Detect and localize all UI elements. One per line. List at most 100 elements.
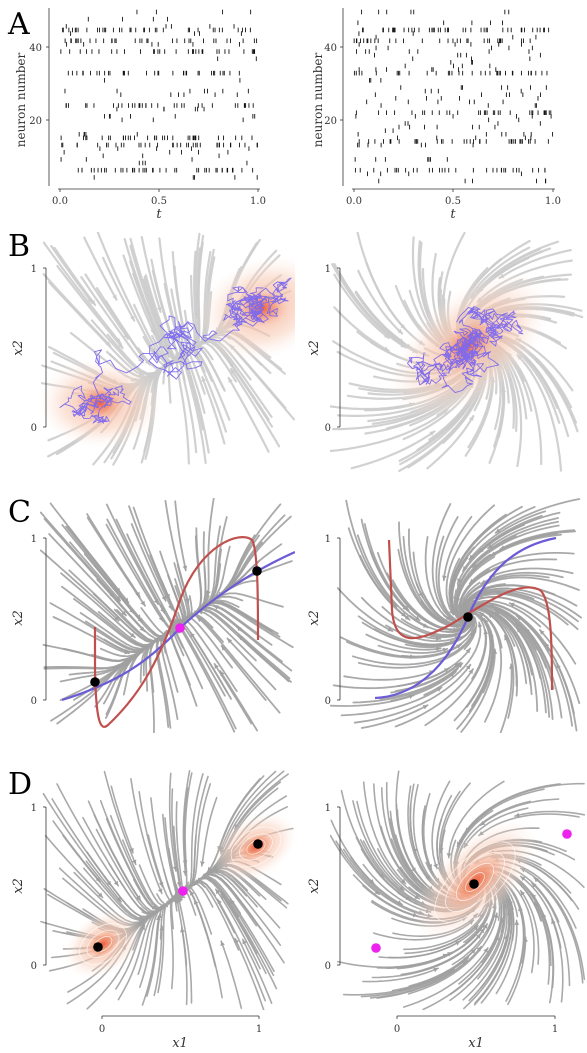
streamline bbox=[185, 873, 258, 927]
streamline-arrow bbox=[404, 615, 410, 620]
streamline-arrow bbox=[115, 338, 121, 343]
streamline bbox=[182, 359, 207, 465]
streamline bbox=[458, 565, 502, 622]
d-left-ytick-0: 0 bbox=[31, 961, 37, 972]
streamline-arrow bbox=[469, 554, 475, 560]
saddle-point-d-right-high bbox=[562, 829, 572, 839]
b-right-ylabel: x2 bbox=[307, 340, 322, 356]
c-right-ylabel: x2 bbox=[307, 610, 322, 626]
streamline bbox=[480, 571, 564, 585]
streamline bbox=[173, 265, 189, 358]
streamline-arrow bbox=[201, 377, 207, 382]
streamline bbox=[69, 541, 122, 602]
streamline bbox=[56, 641, 155, 725]
streamline-arrow bbox=[479, 612, 485, 618]
streamlines-c-right bbox=[330, 498, 582, 733]
streamline-arrow bbox=[150, 328, 155, 334]
raster-right-xtick-0: 0.0 bbox=[346, 196, 362, 207]
streamline bbox=[197, 610, 257, 662]
d-right-xlabel: x1 bbox=[468, 1036, 484, 1051]
streamline bbox=[226, 637, 277, 691]
raster-left-ylabel: neuron number bbox=[14, 53, 28, 148]
d-right-xtick-1: 1 bbox=[552, 1024, 558, 1035]
streamline-arrow bbox=[140, 600, 145, 606]
streamline bbox=[431, 503, 455, 622]
streamline bbox=[194, 232, 201, 319]
streamline bbox=[84, 273, 130, 340]
streamline-arrow bbox=[130, 632, 135, 638]
streamline-arrow bbox=[87, 297, 93, 303]
streamline bbox=[352, 800, 405, 892]
streamline bbox=[440, 782, 471, 854]
streamline bbox=[498, 249, 572, 280]
streamline bbox=[333, 273, 390, 340]
streamline bbox=[129, 244, 179, 365]
streamline-arrow bbox=[514, 812, 520, 818]
streamline-arrow bbox=[161, 595, 166, 601]
streamline bbox=[201, 608, 291, 680]
streamline bbox=[139, 897, 174, 989]
streamline-arrow bbox=[442, 575, 447, 581]
streamline-arrow bbox=[551, 919, 556, 925]
streamline-arrow bbox=[105, 341, 111, 346]
streamline-arrow bbox=[387, 627, 393, 632]
streamline bbox=[208, 601, 273, 633]
streamline-arrow bbox=[129, 847, 134, 853]
streamline-arrow bbox=[139, 916, 145, 922]
streamline-arrow bbox=[478, 547, 484, 553]
streamline bbox=[52, 616, 130, 655]
streamline-arrow bbox=[477, 622, 483, 628]
streamline bbox=[357, 269, 404, 335]
streamline-arrow bbox=[200, 861, 205, 866]
streamline bbox=[330, 408, 449, 453]
streamline-arrow bbox=[408, 694, 414, 699]
streamline-arrow bbox=[157, 306, 162, 312]
streamline bbox=[362, 840, 427, 906]
streamline bbox=[489, 567, 574, 578]
streamline bbox=[176, 891, 193, 1004]
streamline-arrow bbox=[411, 867, 416, 873]
streamline bbox=[531, 892, 555, 989]
streamline bbox=[216, 898, 266, 1002]
streamline bbox=[468, 552, 575, 585]
streamline bbox=[168, 772, 177, 872]
density-contour bbox=[239, 833, 273, 861]
streamline-arrow bbox=[482, 923, 488, 929]
saddle-point-d-left bbox=[178, 886, 188, 896]
streamline bbox=[220, 893, 267, 975]
streamline bbox=[519, 889, 540, 965]
streamline bbox=[214, 888, 261, 970]
streamline-arrow bbox=[184, 598, 190, 604]
streamline bbox=[395, 770, 417, 874]
d-right-xtick-0: 0 bbox=[394, 1024, 400, 1035]
streamline bbox=[220, 940, 243, 1009]
streamline bbox=[85, 860, 152, 920]
streamline bbox=[494, 611, 539, 712]
trajectory-b-left bbox=[59, 277, 292, 424]
streamline-arrow bbox=[156, 915, 161, 921]
streamline-arrow bbox=[442, 647, 448, 653]
streamline-arrow bbox=[453, 627, 459, 633]
streamline bbox=[377, 552, 459, 631]
streamline-arrow bbox=[213, 605, 219, 610]
streamline bbox=[156, 628, 172, 729]
raster-left-xlabel: t bbox=[156, 207, 162, 222]
streamline-arrow bbox=[514, 920, 520, 925]
streamline bbox=[51, 798, 112, 887]
streamline-arrow bbox=[206, 869, 212, 874]
streamline bbox=[42, 792, 122, 903]
streamline bbox=[194, 531, 207, 614]
streamline bbox=[373, 783, 421, 892]
streamline bbox=[212, 605, 273, 646]
d-right-ylabel: x2 bbox=[307, 878, 322, 894]
streamline-arrow bbox=[159, 925, 165, 931]
streamline bbox=[377, 644, 449, 654]
streamline bbox=[164, 499, 190, 605]
streamline bbox=[468, 934, 509, 1002]
streamline-arrow bbox=[176, 881, 182, 887]
streamline bbox=[407, 912, 498, 995]
density-contour bbox=[79, 923, 127, 965]
noisy-trajectory bbox=[407, 305, 524, 394]
streamline bbox=[373, 628, 456, 647]
streamline-arrow bbox=[494, 612, 500, 617]
